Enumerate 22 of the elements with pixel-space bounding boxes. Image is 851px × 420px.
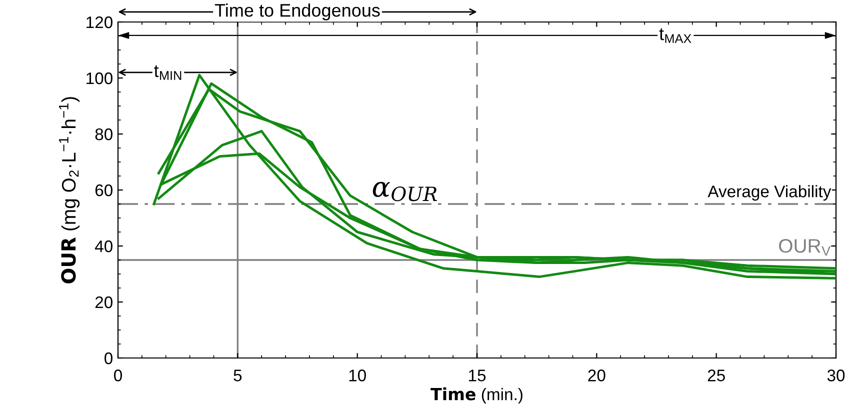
y-tick-label: 40 — [94, 240, 112, 252]
x-axis-title: Time (min.) — [430, 387, 522, 404]
x-tick-label: 15 — [469, 370, 486, 382]
y-tick-label: 60 — [95, 184, 112, 196]
annotation: t$_{MIN}$ — [154, 65, 182, 80]
x-tick-label: 5 — [234, 370, 242, 382]
y-tick-label: 100 — [86, 72, 112, 84]
text: Time to Endogenous — [214, 4, 380, 20]
x-tick-label: 30 — [827, 370, 845, 382]
annotation: α$_{OUR}$ — [372, 182, 437, 202]
y-axis-title: OUR (mg O$_{2}$·L$^{−1}$·h$^{−1}$) — [58, 97, 80, 284]
x-tick-label: 0 — [114, 370, 122, 382]
y-tick-label: 0 — [104, 352, 112, 364]
y-tick-label: 20 — [95, 296, 112, 308]
y-tick-label: 80 — [95, 128, 112, 140]
x-tick-label: 25 — [708, 370, 725, 382]
ref-line-label: Average Viability — [708, 185, 832, 201]
annotation: t$_{MAX}$ — [659, 28, 692, 43]
y-tick-label: 120 — [86, 16, 112, 28]
ref-line-label: OUR$_{V}$ — [779, 238, 831, 256]
x-tick-label: 20 — [588, 370, 606, 382]
x-tick-label: 10 — [349, 370, 366, 382]
